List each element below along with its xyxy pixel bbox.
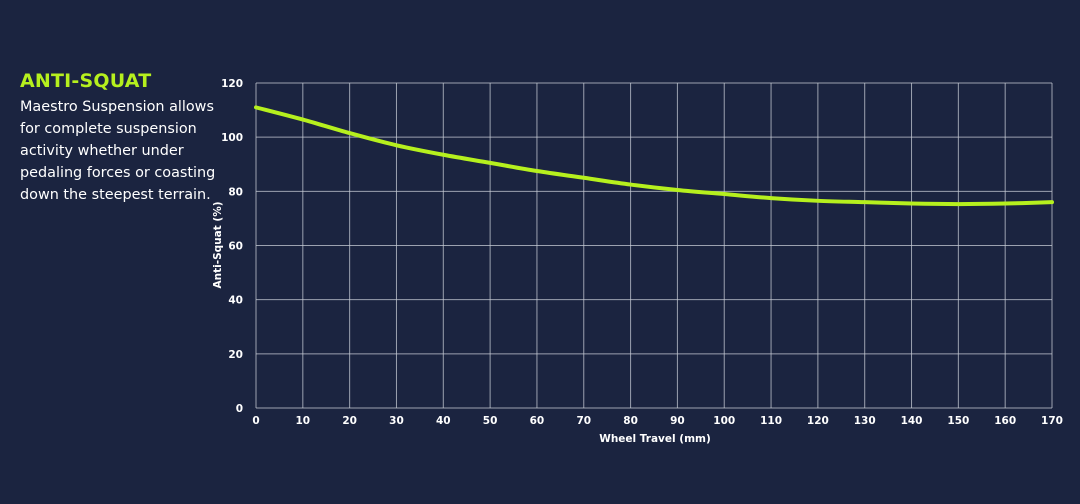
y-tick-label: 20 [228,349,243,361]
x-tick-label: 10 [296,415,311,427]
x-tick-label: 160 [994,415,1016,427]
y-tick-label: 0 [236,403,243,415]
section-heading: ANTI-SQUAT [20,70,152,92]
y-tick-label: 100 [221,132,243,144]
y-axis-title: Anti-Squat (%) [212,201,224,288]
y-tick-label: 120 [221,78,243,90]
x-tick-label: 50 [483,415,498,427]
series-layer [254,105,1054,207]
x-tick-label: 30 [389,415,404,427]
x-tick-label: 110 [760,415,782,427]
y-tick-label: 60 [228,241,243,253]
x-tick-label: 90 [670,415,685,427]
intro-panel: ANTI-SQUAT Maestro Suspension allows for… [20,70,220,206]
y-tick-label: 80 [228,186,243,198]
x-tick-label: 60 [530,415,545,427]
y-tick-label: 40 [228,295,243,307]
x-tick-label: 170 [1041,415,1063,427]
x-tick-label: 0 [252,415,259,427]
series-line-anti-squat [254,105,1054,207]
x-tick-label: 20 [342,415,357,427]
section-description: Maestro Suspension allows for complete s… [20,99,216,203]
x-axis-title: Wheel Travel (mm) [599,433,711,445]
x-tick-label: 140 [901,415,923,427]
x-tick-label: 70 [576,415,591,427]
x-tick-label: 80 [623,415,638,427]
grid [255,82,1053,409]
x-tick-label: 100 [713,415,735,427]
x-tick-label: 120 [807,415,829,427]
x-tick-label: 130 [854,415,876,427]
y-axis-ticks: 0 20 40 60 80 100 120 [221,78,243,415]
x-axis-ticks: 0 10 20 30 40 50 60 70 80 90 100 110 120 130 140 150 160… [252,415,1063,427]
x-tick-label: 150 [947,415,969,427]
x-tick-label: 40 [436,415,451,427]
